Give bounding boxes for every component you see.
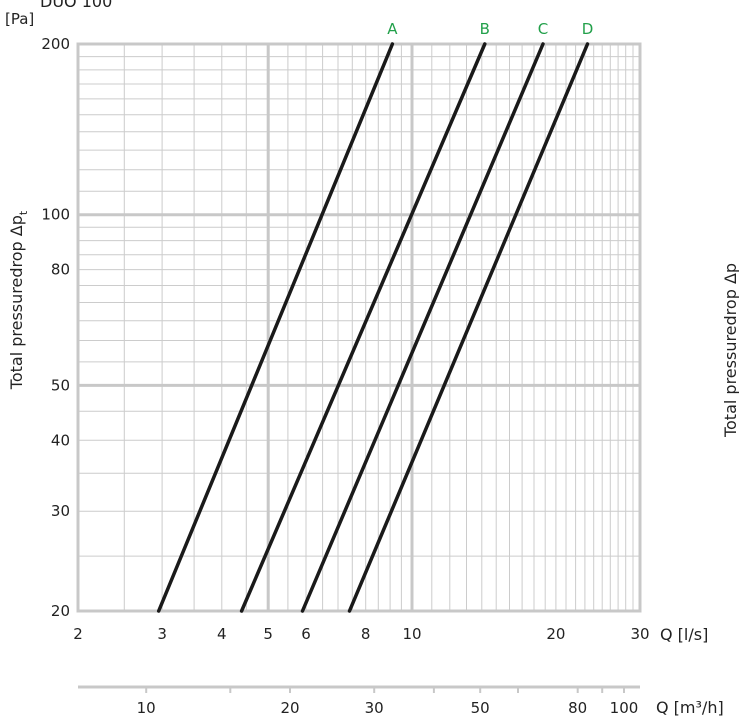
y-tick-label: 200 bbox=[41, 35, 70, 53]
y-axis-title: Total pressuredrop Δpt bbox=[7, 210, 30, 390]
x-tick-label: 2 bbox=[73, 625, 83, 643]
secondary-tick-label: 20 bbox=[280, 699, 299, 717]
x-tick-label: 5 bbox=[263, 625, 273, 643]
x-tick-label: 30 bbox=[630, 625, 649, 643]
series-line-b bbox=[239, 42, 487, 613]
x-tick-label: 10 bbox=[402, 625, 421, 643]
secondary-tick-label: 100 bbox=[610, 699, 639, 717]
tick-labels: 2 3 4 5 6 8 10 20 30 20 30 40 50 80 100 200 bbox=[41, 35, 649, 643]
x-axis-title: Q [l/s] bbox=[660, 625, 708, 644]
x-axis-secondary-title: Q [m³/h] bbox=[656, 698, 724, 717]
x-tick-label: 8 bbox=[361, 625, 371, 643]
series-lines: A B C D bbox=[156, 20, 594, 613]
y-axis-title-right-text: Total pressuredrop Δp bbox=[721, 263, 739, 438]
chart-title: DUO 100 bbox=[40, 0, 112, 11]
secondary-tick-label: 50 bbox=[471, 699, 490, 717]
y-tick-label: 100 bbox=[41, 206, 70, 224]
series-label-a: A bbox=[387, 20, 398, 38]
y-tick-label: 50 bbox=[51, 376, 70, 394]
secondary-axis: 10 20 30 50 80 100 bbox=[78, 685, 640, 717]
series-line-a bbox=[156, 42, 395, 613]
y-unit-label: [Pa] bbox=[5, 10, 34, 28]
series-label-b: B bbox=[480, 20, 490, 38]
y-tick-label: 80 bbox=[51, 261, 70, 279]
x-tick-label: 20 bbox=[546, 625, 565, 643]
series-line-c bbox=[300, 42, 545, 613]
secondary-tick-label: 80 bbox=[568, 699, 587, 717]
y-tick-label: 30 bbox=[51, 502, 70, 520]
series-label-d: D bbox=[582, 20, 594, 38]
plot-border bbox=[76, 42, 642, 613]
x-tick-label: 6 bbox=[301, 625, 311, 643]
y-axis-title-main: Total pressuredrop Δp bbox=[7, 215, 26, 390]
y-tick-label: 20 bbox=[51, 602, 70, 620]
x-tick-label: 3 bbox=[157, 625, 167, 643]
y-tick-label: 40 bbox=[51, 431, 70, 449]
y-axis-title-right-partial: Total pressuredrop Δp bbox=[721, 263, 739, 438]
series-line-d bbox=[347, 42, 590, 613]
y-axis-title-subscript: t bbox=[17, 210, 30, 215]
x-tick-label: 4 bbox=[217, 625, 227, 643]
plot-frame bbox=[76, 42, 642, 613]
secondary-tick-label: 30 bbox=[365, 699, 384, 717]
svg-text:Total pressuredrop Δpt: Total pressuredrop Δpt bbox=[7, 210, 30, 390]
secondary-tick-label: 10 bbox=[137, 699, 156, 717]
series-label-c: C bbox=[538, 20, 548, 38]
